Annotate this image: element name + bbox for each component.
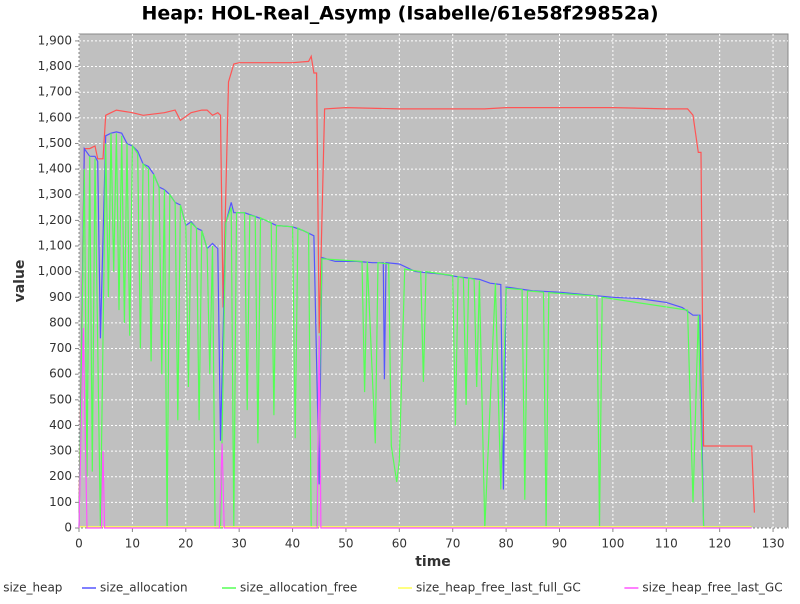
y-tick-label: 1,500 xyxy=(38,136,72,150)
legend-label: size_allocation_free xyxy=(240,581,357,595)
plot-area xyxy=(78,33,789,529)
legend-label: size_heap_free_last_full_GC xyxy=(416,581,581,595)
x-tick-label: 70 xyxy=(445,537,460,551)
x-tick-label: 50 xyxy=(338,537,353,551)
x-tick-label: 30 xyxy=(232,537,247,551)
x-tick-label: 60 xyxy=(392,537,407,551)
x-tick-label: 130 xyxy=(762,537,785,551)
y-tick-label: 1,100 xyxy=(38,239,72,253)
series-line xyxy=(78,327,752,529)
y-tick-label: 600 xyxy=(49,367,72,381)
y-tick-label: 1,000 xyxy=(38,264,72,278)
y-tick-label: 800 xyxy=(49,315,72,329)
legend-label: size_heap_free_last_GC xyxy=(642,581,782,595)
chart-title: Heap: HOL-Real_Asymp (Isabelle/61e58f298… xyxy=(141,3,658,25)
y-tick-label: 500 xyxy=(49,392,72,406)
y-tick-label: 0 xyxy=(64,521,72,535)
x-tick-label: 100 xyxy=(601,537,624,551)
y-tick-label: 1,900 xyxy=(38,33,72,47)
y-tick-label: 300 xyxy=(49,444,72,458)
x-axis-label: time xyxy=(415,554,451,570)
y-tick-label: 900 xyxy=(49,290,72,304)
x-tick-label: 80 xyxy=(498,537,513,551)
y-tick-label: 1,300 xyxy=(38,187,72,201)
x-tick-label: 0 xyxy=(75,537,83,551)
y-tick-label: 1,200 xyxy=(38,213,72,227)
x-tick-label: 110 xyxy=(655,537,678,551)
y-tick-label: 1,700 xyxy=(38,85,72,99)
legend-label: size_allocation xyxy=(100,581,188,595)
y-axis-label: value xyxy=(12,260,28,303)
y-tick-label: 1,600 xyxy=(38,110,72,124)
x-tick-label: 120 xyxy=(708,537,731,551)
y-tick-label: 100 xyxy=(49,495,72,509)
x-tick-label: 10 xyxy=(125,537,140,551)
x-tick-label: 90 xyxy=(552,537,567,551)
x-tick-label: 20 xyxy=(178,537,193,551)
x-tick-label: 40 xyxy=(285,537,300,551)
y-tick-label: 700 xyxy=(49,341,72,355)
series-line xyxy=(78,54,755,513)
y-tick-label: 200 xyxy=(49,469,72,483)
y-tick-label: 1,400 xyxy=(38,162,72,176)
legend-label: size_heap xyxy=(3,581,62,595)
y-tick-label: 1,800 xyxy=(38,59,72,73)
y-tick-label: 400 xyxy=(49,418,72,432)
